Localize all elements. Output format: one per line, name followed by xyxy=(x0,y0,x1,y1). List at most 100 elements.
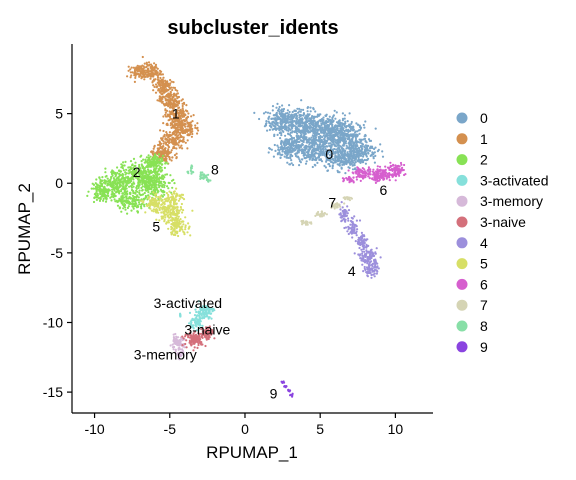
point-0 xyxy=(320,130,323,133)
point-3-memory xyxy=(173,338,176,342)
point-1 xyxy=(141,67,144,70)
point-0 xyxy=(348,141,351,144)
point-1 xyxy=(141,70,144,73)
point-1 xyxy=(165,109,169,112)
point-0 xyxy=(303,125,306,128)
point-0 xyxy=(276,153,279,156)
point-0 xyxy=(303,149,306,152)
point-0 xyxy=(329,148,332,151)
point-1 xyxy=(127,65,130,68)
point-0 xyxy=(278,129,281,132)
point-0 xyxy=(333,144,336,147)
point-5 xyxy=(152,191,155,194)
point-0 xyxy=(373,161,376,164)
point-0 xyxy=(358,158,362,161)
point-0 xyxy=(275,127,278,130)
point-4 xyxy=(364,239,367,242)
point-0 xyxy=(358,138,361,141)
point-5 xyxy=(167,204,170,207)
point-1 xyxy=(155,66,158,69)
point-0 xyxy=(325,148,328,152)
point-0 xyxy=(303,156,306,160)
point-1 xyxy=(174,94,177,97)
point-2 xyxy=(102,197,105,201)
point-4 xyxy=(353,215,356,218)
point-3-activated xyxy=(189,323,193,326)
point-1 xyxy=(139,65,142,68)
point-1 xyxy=(147,61,151,64)
point-0 xyxy=(349,143,352,146)
point-0 xyxy=(301,148,304,151)
point-0 xyxy=(299,110,302,113)
point-0 xyxy=(330,132,333,135)
point-1 xyxy=(184,125,187,128)
point-0 xyxy=(282,107,286,111)
point-0 xyxy=(310,126,313,129)
point-0 xyxy=(325,134,328,137)
point-4 xyxy=(341,206,344,209)
point-3-naive xyxy=(197,334,200,337)
point-0 xyxy=(322,128,325,131)
point-0 xyxy=(266,129,269,132)
point-1 xyxy=(190,128,193,131)
point-0 xyxy=(313,125,316,128)
point-2 xyxy=(165,173,169,176)
point-4 xyxy=(340,220,343,223)
point-2 xyxy=(120,202,124,205)
point-1 xyxy=(179,139,182,142)
point-0 xyxy=(339,121,342,124)
point-1 xyxy=(165,88,168,91)
point-1 xyxy=(181,107,184,110)
point-3-activated xyxy=(207,317,210,320)
point-1 xyxy=(176,89,179,92)
point-4 xyxy=(349,231,352,234)
point-4 xyxy=(373,268,377,271)
point-0 xyxy=(325,159,328,162)
point-5 xyxy=(152,210,155,213)
point-5 xyxy=(174,206,177,209)
point-0 xyxy=(296,135,299,139)
point-0 xyxy=(264,111,267,114)
point-3-memory xyxy=(178,346,181,349)
point-0 xyxy=(296,152,299,155)
point-3-naive xyxy=(201,330,205,333)
point-0 xyxy=(327,149,330,152)
point-3-naive xyxy=(206,331,209,334)
point-0 xyxy=(289,114,292,117)
point-0 xyxy=(322,116,325,119)
point-2 xyxy=(128,185,131,188)
point-1 xyxy=(164,115,168,118)
point-0 xyxy=(286,161,289,164)
point-0 xyxy=(290,117,293,120)
point-3-memory xyxy=(179,342,182,345)
point-0 xyxy=(283,124,286,127)
point-2 xyxy=(152,157,155,160)
point-2 xyxy=(143,185,147,188)
point-2 xyxy=(145,178,148,181)
point-0 xyxy=(316,115,319,118)
point-2 xyxy=(124,185,128,188)
point-0 xyxy=(277,146,280,149)
point-0 xyxy=(275,114,278,117)
point-0 xyxy=(278,149,281,152)
point-0 xyxy=(285,156,288,159)
point-2 xyxy=(131,170,134,173)
point-5 xyxy=(155,192,158,195)
point-3-naive xyxy=(181,335,184,338)
point-0 xyxy=(365,155,368,158)
point-1 xyxy=(155,86,158,89)
point-3-naive xyxy=(193,346,196,349)
point-0 xyxy=(267,120,270,123)
point-3-naive xyxy=(192,349,195,352)
point-0 xyxy=(314,139,317,142)
point-4 xyxy=(357,253,360,256)
point-1 xyxy=(177,95,181,99)
point-1 xyxy=(171,88,174,92)
point-1 xyxy=(162,122,165,125)
point-2 xyxy=(102,181,106,184)
point-2 xyxy=(111,183,114,187)
point-2 xyxy=(146,173,149,176)
point-1 xyxy=(181,104,184,108)
point-5 xyxy=(166,207,169,210)
point-0 xyxy=(340,147,344,150)
